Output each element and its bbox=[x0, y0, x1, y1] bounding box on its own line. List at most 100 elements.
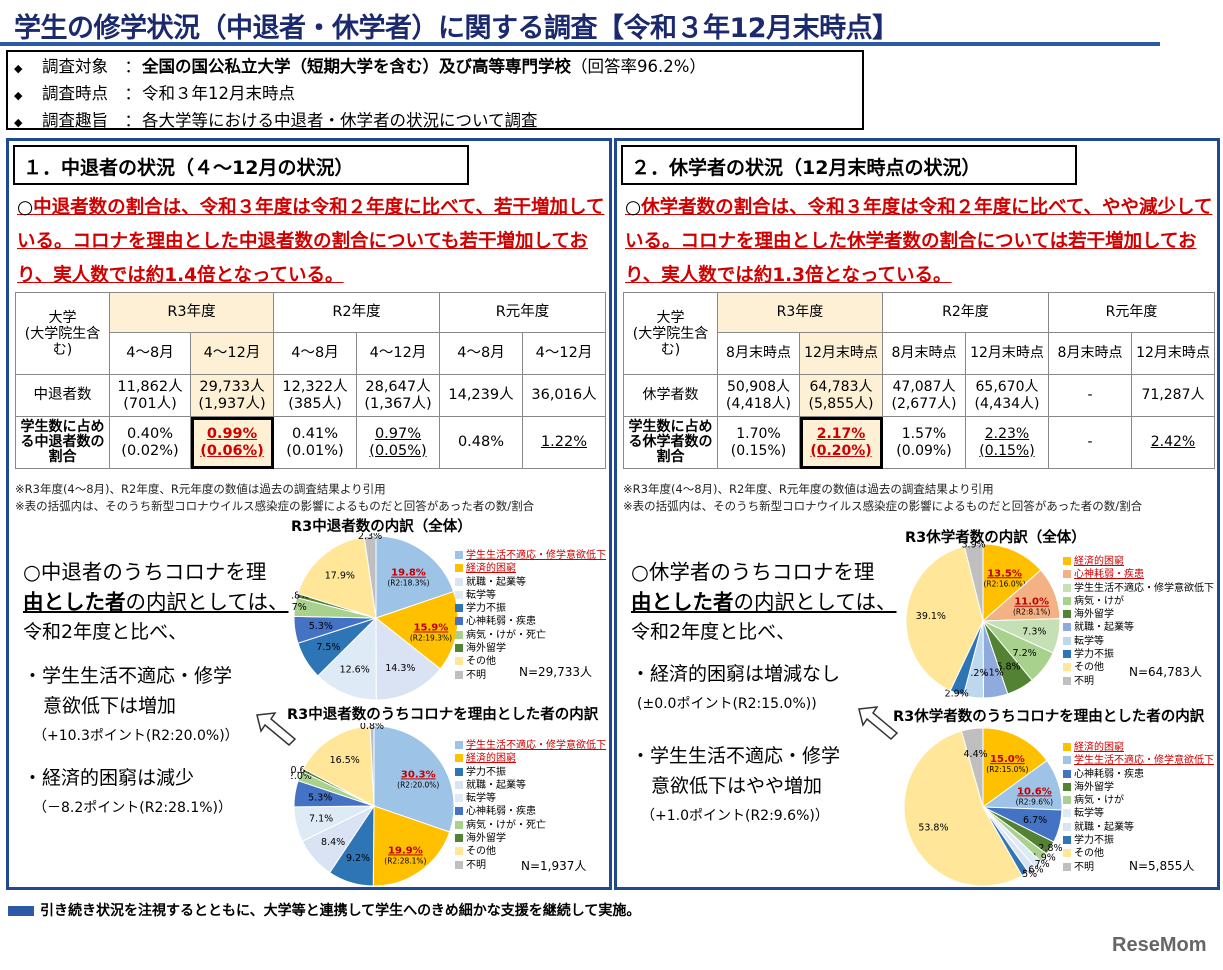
legend-swatch bbox=[455, 780, 463, 789]
legend-item: 就職・起業等 bbox=[455, 576, 606, 589]
legend-swatch bbox=[455, 847, 463, 856]
leave-covid-pie: 15.0%(R2:15.0%) 10.6%(R2:9.6%) 6.7% 2.8%1.9… bbox=[903, 727, 1063, 887]
diamond-icon: ◆ bbox=[14, 89, 23, 102]
pie-title: R3中退者数のうちコロナを理由とした者の内訳 bbox=[287, 707, 599, 723]
dropout-panel: １．中退者の状況（４～12月の状況） ○中退者数の割合は、令和３年度は令和２年度… bbox=[6, 138, 612, 890]
pie-value-label: 7.1% bbox=[309, 814, 333, 825]
legend-item: 就職・起業等 bbox=[1063, 821, 1214, 834]
arrow-icon bbox=[8, 906, 34, 916]
pie-slice bbox=[375, 616, 441, 701]
pie-r2-note: (R2:16.0%) bbox=[983, 579, 1025, 588]
table-cell: 71,287人 bbox=[1131, 374, 1215, 417]
legend-swatch bbox=[455, 820, 463, 829]
pie-n: N=5,855人 bbox=[1129, 859, 1195, 873]
pie-value-label: 7.3% bbox=[1022, 626, 1046, 637]
pie-r2-note: (R2:8.1%) bbox=[1013, 608, 1050, 617]
legend-swatch bbox=[455, 657, 463, 666]
legend-item: 学生生活不適応・修学意欲低下 bbox=[455, 739, 606, 752]
table-cell: 0.41% (0.01%) bbox=[273, 416, 357, 469]
dropout-all-pie: 19.8%(R2:18.3%) 15.9%(R2:19.3%) 14.3% 12.6%… bbox=[291, 533, 459, 701]
pie-slice bbox=[317, 616, 377, 701]
pie-value-label: 0.8% bbox=[360, 723, 384, 732]
overview-row: ◆ 調査趣旨 ：各大学等における中退者・休学者の状況について調査 bbox=[14, 108, 856, 135]
pie-value-label: 15.9% bbox=[414, 622, 449, 633]
legend-swatch bbox=[1063, 570, 1071, 579]
title-underline bbox=[0, 42, 1160, 46]
pie-value-label: 7.2% bbox=[1013, 648, 1037, 659]
pie-value-label: 3.9% bbox=[962, 541, 986, 551]
pie-r2-note: (R2:15.0%) bbox=[986, 765, 1028, 774]
pie-slice bbox=[369, 725, 375, 807]
overview-value: 各大学等における中退者・休学者の状況について調査 bbox=[142, 111, 538, 130]
lead-summary: ○休学者数の割合は、令和３年度は令和２年度に比べて、やや減少している。コロナを理… bbox=[625, 191, 1215, 293]
legend-swatch bbox=[1063, 743, 1071, 751]
legend-swatch bbox=[455, 551, 463, 559]
period-header: 4～8月 bbox=[109, 332, 191, 375]
table-cell: 2.42% bbox=[1131, 416, 1215, 469]
legend-item: 学力不振 bbox=[1063, 648, 1214, 661]
pie-value-label: 1.6% bbox=[1019, 864, 1043, 875]
legend-swatch bbox=[1063, 557, 1071, 565]
legend-swatch bbox=[455, 741, 463, 749]
legend-item: その他 bbox=[1063, 661, 1214, 674]
legend-swatch bbox=[455, 860, 463, 869]
legend-swatch bbox=[1063, 822, 1071, 831]
pie-r2-note: (R2:9.6%) bbox=[1016, 797, 1053, 806]
table-cell: - bbox=[1048, 416, 1132, 469]
survey-overview: ◆ 調査対象 ：全国の国公私立大学（短期大学を含む）及び高等専門学校（回答率96.… bbox=[6, 50, 864, 130]
legend-item: 就職・起業等 bbox=[1063, 621, 1214, 634]
table-cell: 29,733人 (1,937人) bbox=[190, 374, 274, 417]
legend-swatch bbox=[1063, 610, 1071, 619]
year-header: R元年度 bbox=[1048, 292, 1215, 333]
pie-n: N=29,733人 bbox=[519, 665, 593, 679]
dropout-table: 大学 (大学院生含む) R3年度 R2年度 R元年度 4～8月 4～12月 4～… bbox=[15, 292, 606, 469]
site-logo: ReseMom bbox=[1112, 934, 1207, 956]
table-cell: 14,239人 bbox=[439, 374, 523, 417]
legend-swatch bbox=[455, 794, 463, 803]
legend-swatch bbox=[1063, 596, 1071, 605]
pie-value-label: 5.1% bbox=[980, 668, 1004, 679]
period-header: 4～8月 bbox=[273, 332, 357, 375]
legend-item: 不明 bbox=[1063, 675, 1214, 688]
panel-heading: １．中退者の状況（４～12月の状況） bbox=[13, 145, 469, 185]
pointer-arrow bbox=[256, 712, 297, 747]
period-header: 8月末時点 bbox=[717, 332, 800, 375]
legend-item: 学生生活不適応・修学意欲低下 bbox=[1063, 582, 1214, 595]
pie-value-label: 2.8% bbox=[1038, 843, 1062, 854]
year-header: R3年度 bbox=[717, 292, 883, 333]
pie-value-label: 4.4% bbox=[964, 749, 988, 760]
pie-value-label: 0.6% bbox=[291, 765, 315, 776]
pie-value-label: 13.5% bbox=[987, 568, 1022, 579]
legend-item: 不明 bbox=[455, 669, 606, 682]
table-corner: 大学 (大学院生含む) bbox=[15, 292, 110, 375]
overview-value: （回答率96.2%） bbox=[571, 57, 706, 76]
period-header: 4～12月 bbox=[190, 332, 274, 375]
pie-title: R3休学者数の内訳（全体） bbox=[905, 530, 1086, 546]
pie-value-label: 39.1% bbox=[916, 611, 946, 622]
legend-swatch bbox=[1063, 809, 1071, 818]
period-header: 8月末時点 bbox=[1048, 332, 1132, 375]
legend-item: その他 bbox=[455, 655, 606, 668]
pie-value-label: 4.2% bbox=[964, 668, 988, 679]
legend-item: 経済的困窮 bbox=[1063, 555, 1214, 568]
row-label: 中退者数 bbox=[15, 374, 110, 417]
table-note: ※R3年度(4～8月)、R2年度、R元年度の数値は過去の調査結果より引用 bbox=[15, 482, 386, 496]
legend-swatch bbox=[1063, 650, 1071, 659]
pie-title: R3中退者数の内訳（全体） bbox=[291, 519, 472, 535]
pie-value-label: 0.8% bbox=[291, 591, 309, 602]
pie-value-label: 11.0% bbox=[1014, 597, 1049, 608]
table-cell: 47,087人 (2,677人) bbox=[882, 374, 966, 417]
row-label: 休学者数 bbox=[623, 374, 718, 417]
legend-swatch bbox=[1063, 636, 1071, 645]
period-header: 4～12月 bbox=[522, 332, 606, 375]
legend-item: 学力不振 bbox=[455, 766, 606, 779]
footer-note: 引き続き状況を注視するとともに、大学等と連携して学生へのきめ細かな支援を継続して… bbox=[8, 900, 640, 920]
legend-item: 転学等 bbox=[1063, 807, 1214, 820]
legend-item: 不明 bbox=[455, 859, 606, 872]
legend-swatch bbox=[455, 630, 463, 639]
legend-swatch bbox=[455, 617, 463, 626]
legend-swatch bbox=[455, 577, 463, 586]
pie-value-label: 2.0% bbox=[291, 771, 312, 782]
period-header: 8月末時点 bbox=[882, 332, 966, 375]
page-title: 学生の修学状況（中退者・休学者）に関する調査【令和３年12月末時点】 bbox=[14, 13, 899, 44]
